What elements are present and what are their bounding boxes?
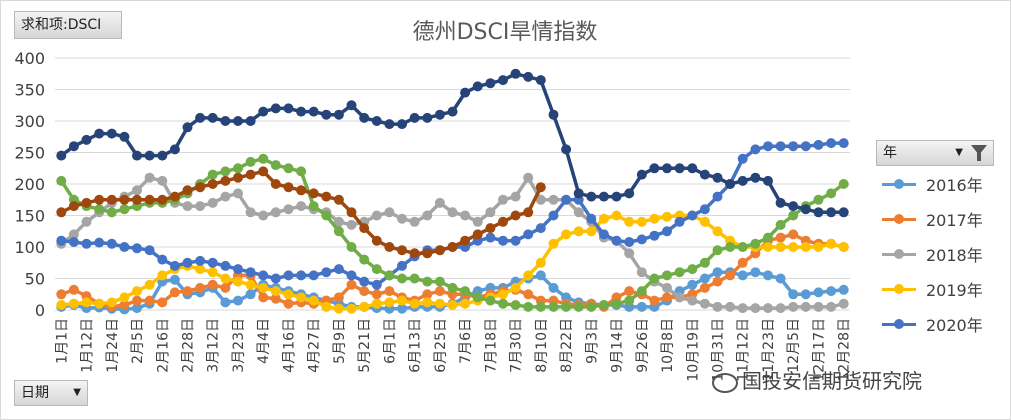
legend-field-label: 年 xyxy=(883,145,897,161)
watermark: 国投安信期货研究院 xyxy=(712,365,922,394)
dropdown-arrow-icon[interactable]: ▼ xyxy=(955,147,963,158)
wechat-icon xyxy=(712,372,738,393)
value-field-button[interactable]: 求和项:DSCI xyxy=(14,11,122,39)
legend-swatch xyxy=(882,179,916,189)
legend-label: 2016年 xyxy=(926,176,983,195)
legend-swatch xyxy=(882,249,916,259)
dropdown-arrow-icon[interactable]: ▼ xyxy=(73,387,81,398)
filter-icon[interactable] xyxy=(971,145,987,161)
legend-label: 2018年 xyxy=(926,246,983,265)
legend-field-button[interactable]: 年 ▼ xyxy=(876,140,994,166)
legend-label: 2017年 xyxy=(926,211,983,230)
chart-title: 德州DSCI旱情指数 xyxy=(412,20,598,45)
legend-label: 2020年 xyxy=(926,316,983,335)
watermark-text: 国投安信期货研究院 xyxy=(742,369,922,393)
axis-field-label: 日期 xyxy=(21,385,49,401)
legend-swatch xyxy=(882,319,916,329)
legend-swatch xyxy=(882,284,916,294)
legend-swatch xyxy=(882,214,916,224)
axis-field-button[interactable]: 日期 ▼ xyxy=(14,380,88,406)
legend-label: 2019年 xyxy=(926,281,983,300)
